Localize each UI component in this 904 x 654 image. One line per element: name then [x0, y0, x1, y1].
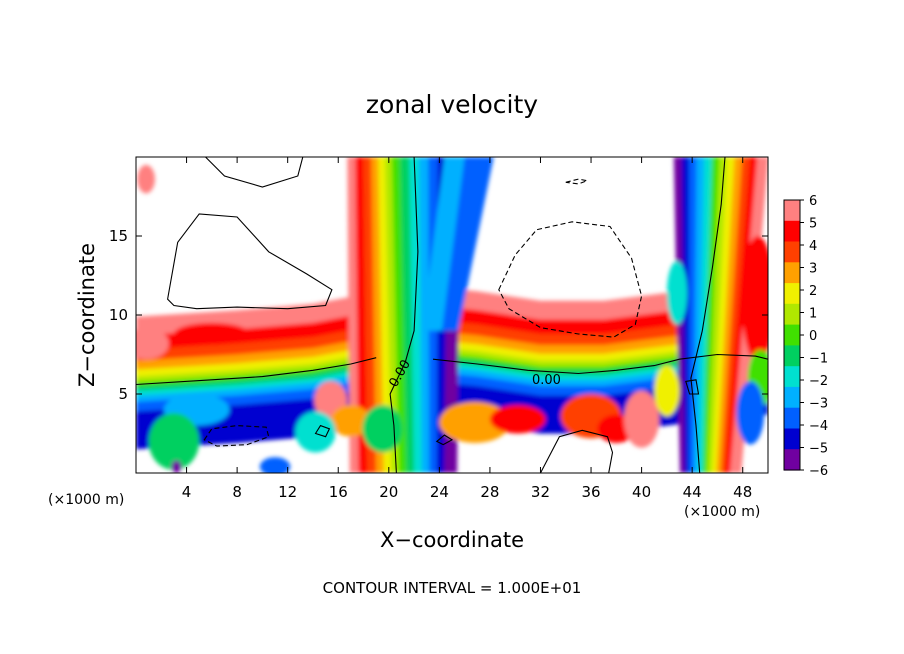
colorbar-label-4: 2 [809, 284, 817, 299]
plot-area [136, 157, 768, 473]
y-unit-label: (×1000 m) [48, 492, 124, 508]
colorbar-swatch-1 [784, 220, 800, 243]
central-blue-wedge-b [421, 157, 465, 331]
x-tick-label-2: 12 [278, 483, 297, 501]
x-tick-label-3: 16 [329, 483, 348, 501]
x-tick-label-9: 40 [632, 483, 651, 501]
y-tick-label-2: 15 [109, 227, 128, 245]
colorbar-label-7: −1 [809, 352, 828, 367]
blob-12 [259, 457, 291, 473]
colorbar-label-12: −6 [809, 464, 828, 479]
blob-5 [439, 401, 511, 443]
blob-topleft [137, 164, 155, 194]
contour-central [389, 157, 419, 473]
blob-3 [295, 411, 336, 453]
colorbar-swatch-6 [784, 324, 800, 346]
colorbar-swatch-8 [784, 366, 800, 388]
blob-13 [171, 460, 182, 473]
x-tick-label-4: 20 [379, 483, 398, 501]
contour-small-2 [435, 434, 454, 446]
x-tick-label-1: 8 [232, 483, 242, 501]
contour-top-left [205, 157, 304, 188]
colorbar-swatch-9 [784, 386, 800, 409]
colorbar-label-9: −3 [809, 397, 828, 412]
blob-6 [489, 405, 546, 434]
contour-dashed-lowleft [203, 425, 270, 447]
blob-15 [136, 327, 169, 360]
contour-upper-left [167, 213, 333, 310]
colorbar-swatch-7 [784, 345, 800, 367]
x-axis-ticks: 4 8 12 16 20 24 28 32 36 40 44 48 [182, 157, 752, 501]
colorbar-label-6: 0 [809, 329, 817, 344]
colorbar-swatch-11 [784, 428, 800, 450]
blob-20 [666, 261, 688, 325]
colorbar-label-0: 6 [809, 194, 817, 209]
x-tick-label-6: 28 [480, 483, 499, 501]
x-tick-label-8: 36 [581, 483, 600, 501]
blob-9 [623, 390, 660, 448]
x-tick-label-5: 24 [430, 483, 449, 501]
blob-19 [654, 365, 680, 417]
colorbar-label-11: −5 [809, 442, 828, 457]
x-tick-label-7: 32 [531, 483, 550, 501]
x-tick-label-11: 48 [733, 483, 752, 501]
contour-small-3 [685, 379, 700, 395]
colorbar-swatch-4 [784, 283, 800, 305]
x-unit-label: (×1000 m) [684, 504, 760, 520]
colorbar-label-8: −2 [809, 374, 828, 389]
blob-4 [362, 405, 403, 453]
y-axis-ticks: 5 10 15 [109, 227, 768, 403]
colorbar-swatch-2 [784, 241, 800, 263]
chart-title: zonal velocity [366, 90, 538, 119]
y-axis-label: Z−coordinate [75, 243, 99, 387]
x-tick-label-10: 44 [683, 483, 702, 501]
colorbar-label-2: 4 [809, 239, 817, 254]
contour-right [690, 157, 726, 473]
contour-dashed-top [565, 178, 590, 185]
y-tick-label-0: 5 [118, 385, 128, 403]
colorbar: 6 5 4 3 2 1 0 −1 −2 −3 −4 −5 −6 [783, 194, 828, 479]
blob-2 [330, 405, 372, 437]
contour-shear-right [432, 353, 768, 375]
blob-11 [148, 412, 200, 470]
y-tick-label-1: 10 [109, 306, 128, 324]
contour-lines [136, 157, 768, 473]
colorbar-swatch-12 [784, 449, 800, 471]
colorbar-swatch-3 [784, 262, 800, 284]
blob-14 [173, 322, 250, 346]
x-tick-label-0: 4 [182, 483, 192, 501]
colorbar-label-3: 3 [809, 262, 817, 277]
contour-shear-left [136, 357, 377, 386]
contour-interval-note: CONTOUR INTERVAL = 1.000E+01 [323, 579, 582, 597]
colorbar-swatch-0 [784, 200, 800, 222]
contour-small-1 [314, 424, 331, 438]
contour-low-right [540, 429, 614, 473]
contour-label-right: 0.00 [532, 373, 561, 388]
x-axis-label: X−coordinate [380, 528, 524, 552]
colorbar-label-5: 1 [809, 307, 817, 322]
colorbar-label-1: 5 [809, 217, 817, 232]
colorbar-swatch-5 [784, 303, 800, 326]
blob-18 [736, 381, 765, 445]
colorbar-label-10: −4 [809, 419, 828, 434]
blob-16 [741, 236, 768, 363]
velocity-field [136, 157, 768, 473]
colorbar-swatch-10 [784, 407, 800, 430]
